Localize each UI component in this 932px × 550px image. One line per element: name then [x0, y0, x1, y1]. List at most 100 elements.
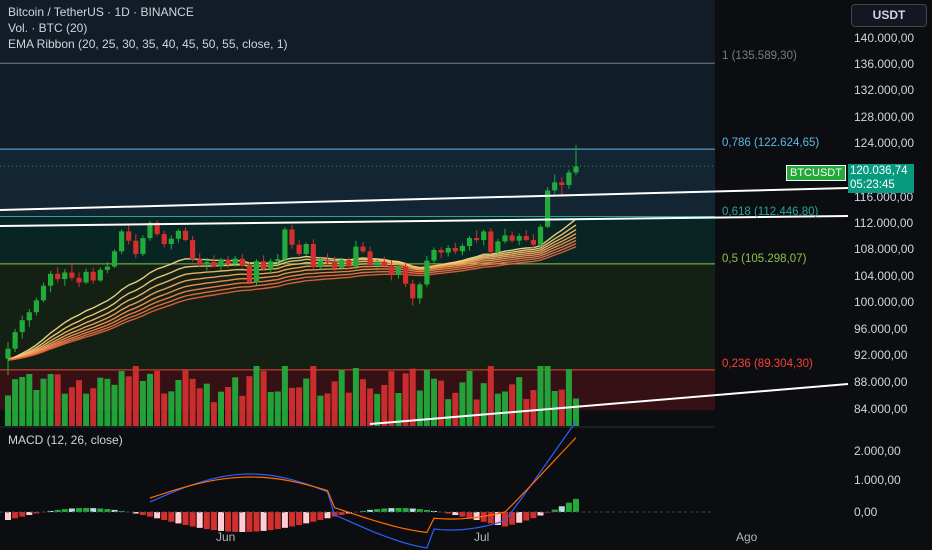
candle-body — [424, 260, 430, 285]
currency-button[interactable]: USDT — [851, 4, 927, 27]
volume-bar — [509, 384, 516, 426]
macd-histogram-bar — [12, 512, 19, 519]
macd-histogram-bar — [61, 509, 68, 512]
candle-body — [175, 230, 181, 239]
candle-body — [161, 234, 167, 245]
candle-body — [289, 229, 295, 245]
volume-bar — [40, 378, 47, 426]
volume-bar — [345, 392, 352, 426]
volume-bar — [26, 374, 33, 426]
macd-histogram-bar — [68, 508, 75, 512]
candle-body — [523, 236, 529, 241]
fib-zone — [0, 63, 715, 150]
volume-bar — [225, 387, 232, 426]
macd-histogram-bar — [473, 512, 480, 521]
candle-body — [346, 259, 352, 267]
macd-histogram-bar — [502, 512, 508, 527]
volume-bar — [90, 388, 97, 426]
price-tick: 140.000,00 — [854, 31, 915, 45]
volume-bar — [210, 402, 217, 426]
candle-body — [190, 240, 196, 260]
macd-histogram-bar — [154, 512, 161, 519]
macd-histogram-bar — [338, 512, 345, 515]
ema-ribbon-line — [7, 232, 577, 361]
volume-bar — [445, 399, 452, 426]
price-tick: 96.000,00 — [854, 322, 908, 336]
time-tick: Ago — [736, 530, 758, 544]
macd-histogram-bar — [431, 510, 437, 512]
candle-body — [303, 244, 309, 254]
macd-histogram-bar — [189, 512, 196, 527]
ema-ribbon-label[interactable]: EMA Ribbon (20, 25, 30, 35, 40, 45, 50, … — [8, 37, 288, 51]
candle-body — [481, 231, 487, 241]
volume-bar — [175, 380, 182, 426]
macd-histogram-bar — [416, 509, 423, 512]
macd-histogram-bar — [168, 512, 175, 522]
macd-histogram-bar — [324, 512, 331, 519]
macd-tick: 0,00 — [854, 505, 878, 519]
candle-body — [395, 266, 402, 275]
price-tick: 104.000,00 — [854, 269, 915, 283]
macd-histogram-bar — [537, 512, 544, 516]
candle-body — [388, 265, 394, 275]
candle-body — [55, 273, 61, 280]
macd-histogram-bar — [303, 512, 310, 524]
macd-histogram-bar — [274, 512, 281, 530]
trend-line — [369, 383, 849, 425]
candle-body — [147, 222, 153, 239]
candle-body — [126, 231, 132, 241]
candle-body — [516, 236, 522, 241]
candle-body — [559, 182, 565, 186]
symbol-title[interactable]: Bitcoin / TetherUS · 1D · BINANCE — [8, 5, 194, 19]
macd-histogram-bar — [26, 512, 33, 516]
macd-indicator-label[interactable]: MACD (12, 26, close) — [8, 433, 123, 447]
candle-body — [374, 261, 380, 266]
trend-line — [0, 187, 849, 211]
macd-histogram-bar — [409, 508, 416, 512]
candle-body — [40, 285, 47, 301]
macd-histogram-bar — [267, 512, 274, 531]
candle-body — [410, 283, 416, 299]
macd-histogram-bar — [232, 512, 239, 532]
macd-histogram-bar — [182, 512, 189, 526]
symbol-price-tag: BTCUSDT — [786, 165, 846, 181]
volume-bar — [324, 393, 331, 426]
candle-body — [353, 246, 359, 267]
countdown-tag: 05:23:45 — [848, 178, 914, 193]
price-tick: 116.000,00 — [854, 190, 914, 204]
macd-histogram-bar — [310, 512, 317, 522]
volume-bar — [281, 366, 288, 426]
volume-indicator-label[interactable]: Vol. · BTC (20) — [8, 21, 88, 35]
ema-ribbon-line — [7, 246, 577, 361]
volume-bar — [480, 383, 487, 426]
volume-bar — [104, 378, 111, 426]
macd-histogram-bar — [402, 508, 409, 512]
macd-histogram-bar — [90, 508, 97, 512]
volume-bar — [182, 370, 189, 426]
candle-body — [495, 241, 501, 252]
candle-body — [154, 222, 160, 235]
volume-bar — [487, 366, 494, 426]
volume-bar — [118, 371, 125, 426]
volume-bar — [54, 374, 61, 426]
candle-body — [339, 259, 345, 268]
macd-histogram-bar — [374, 509, 381, 512]
macd-histogram-bar — [33, 512, 40, 514]
volume-bar — [537, 366, 544, 426]
volume-bar — [125, 376, 132, 426]
macd-histogram-bar — [47, 510, 54, 512]
macd-histogram-bar — [118, 510, 125, 512]
volume-bar — [139, 381, 146, 426]
price-tick: 88.000,00 — [854, 375, 908, 389]
volume-bar — [168, 391, 175, 426]
macd-histogram-bar — [509, 512, 516, 525]
volume-bar — [523, 399, 530, 426]
macd-histogram-bar — [253, 512, 260, 532]
candle-body — [466, 238, 473, 246]
fib-label-1: 1 (135.589,30) — [722, 50, 797, 62]
macd-histogram-bar — [19, 512, 26, 517]
price-axis-panel — [715, 0, 932, 550]
candle-body — [62, 272, 68, 280]
volume-bar — [260, 371, 267, 426]
